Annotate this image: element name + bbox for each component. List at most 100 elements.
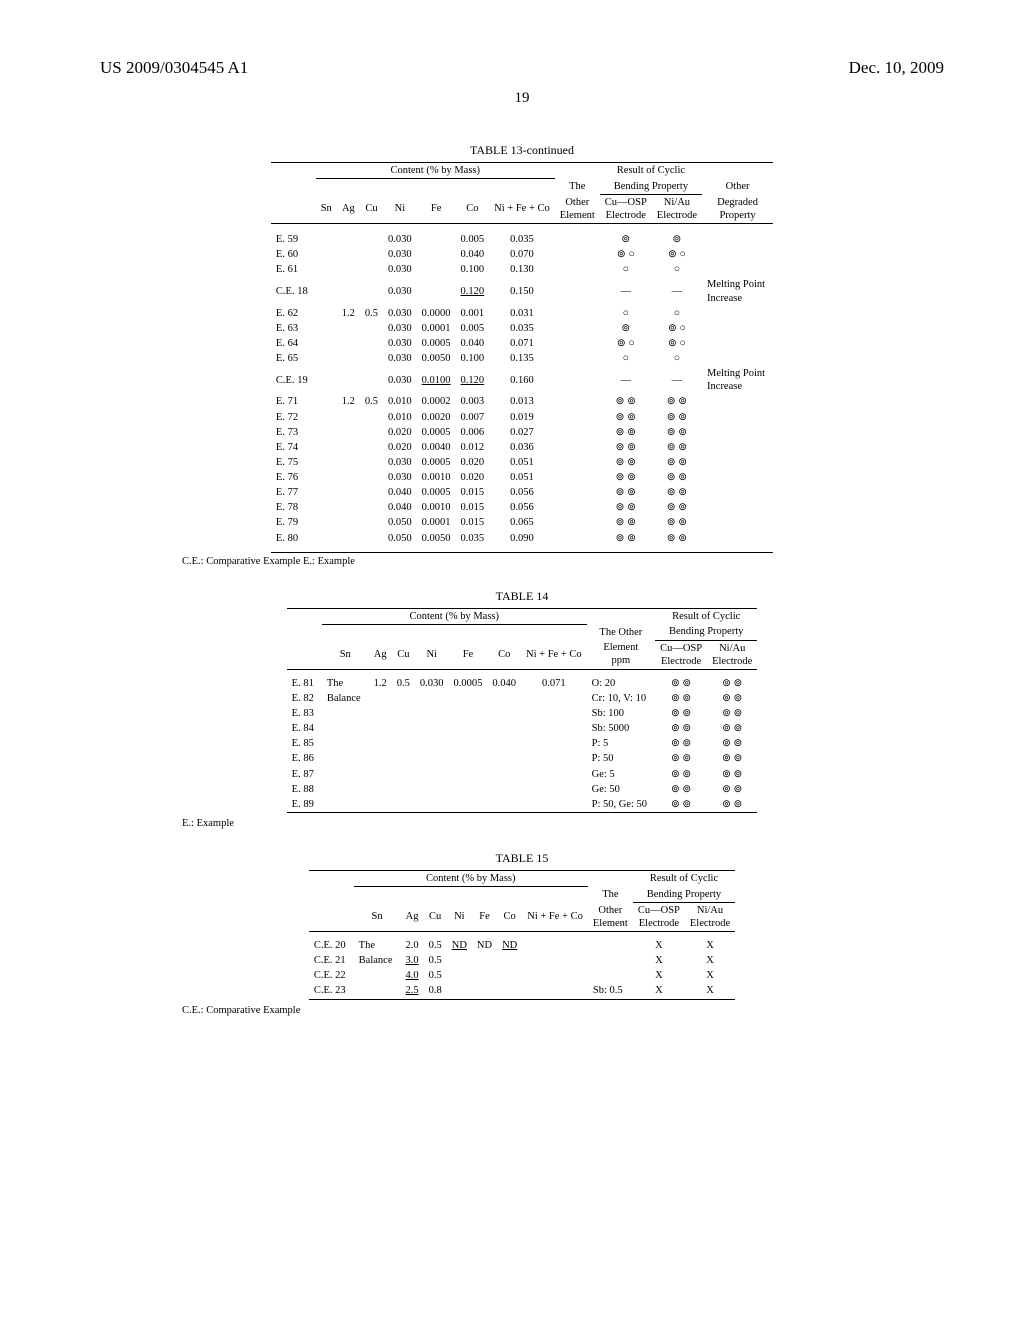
cell: ⊚ ○ (652, 247, 702, 262)
cell: Sb: 100 (587, 706, 655, 721)
group-result: Result of Cyclic (633, 871, 735, 887)
table-row: E. 720.0100.00200.0070.019⊚ ⊚⊚ ⊚ (271, 410, 773, 425)
cell: C.E. 21 (309, 953, 354, 968)
cell (360, 366, 383, 394)
cell (392, 721, 415, 736)
cell (415, 751, 449, 766)
cell: ○ (652, 306, 702, 321)
cell (360, 262, 383, 277)
cell: P: 50, Ge: 50 (587, 797, 655, 813)
cell: E. 79 (271, 515, 316, 530)
cell: E. 75 (271, 455, 316, 470)
cell: 0.030 (383, 366, 417, 394)
cell: 0.020 (456, 455, 490, 470)
cell: 0.5 (360, 306, 383, 321)
cell: — (652, 366, 702, 394)
cell (337, 531, 360, 546)
cell (392, 691, 415, 706)
cell (360, 336, 383, 351)
cell: 0.015 (456, 515, 490, 530)
cell: X (685, 968, 735, 983)
cell: Fe (449, 640, 488, 669)
cell: ⊚ ⊚ (600, 470, 652, 485)
table-row: C.E. 180.0300.1200.150——Melting PointInc… (271, 277, 773, 305)
cell: X (633, 938, 685, 953)
cell: 0.100 (456, 351, 490, 366)
cell: E. 80 (271, 531, 316, 546)
cell (316, 262, 337, 277)
cell: 0.040 (383, 500, 417, 515)
cell (360, 425, 383, 440)
cell (360, 232, 383, 247)
cell: E. 72 (271, 410, 316, 425)
cell (322, 706, 369, 721)
cell: P: 50 (587, 751, 655, 766)
cell: E. 63 (271, 321, 316, 336)
cell: ⊚ ⊚ (652, 394, 702, 409)
cell: E. 83 (287, 706, 322, 721)
table-row: C.E. 224.00.5XX (309, 968, 735, 983)
cell (449, 767, 488, 782)
doc-date: Dec. 10, 2009 (849, 58, 944, 78)
table14-caption: TABLE 14 (100, 589, 944, 604)
table-row: E. 82BalanceCr: 10, V: 10⊚ ⊚⊚ ⊚ (287, 691, 758, 706)
cell: The (322, 676, 369, 691)
cell: ○ (600, 262, 652, 277)
cell: 0.035 (456, 531, 490, 546)
cell (369, 782, 392, 797)
cell (360, 500, 383, 515)
cell: E. 78 (271, 500, 316, 515)
cell: 0.5 (424, 968, 447, 983)
group-result: Result of Cyclic (655, 608, 757, 624)
cell (449, 721, 488, 736)
cell (555, 366, 600, 394)
cell: 0.5 (360, 394, 383, 409)
cell (360, 515, 383, 530)
cell: ⊚ ⊚ (600, 425, 652, 440)
cell: 0.0050 (417, 531, 456, 546)
cell: ⊚ ⊚ (707, 797, 757, 813)
cell (702, 247, 773, 262)
cell (316, 336, 337, 351)
cell: Melting PointIncrease (702, 277, 773, 305)
cell: ⊚ ⊚ (600, 455, 652, 470)
cell (449, 782, 488, 797)
cell: 0.051 (489, 470, 555, 485)
cell: 0.030 (383, 247, 417, 262)
cell: Sb: 0.5 (588, 983, 633, 999)
cell: Ni/AuElectrode (685, 902, 735, 931)
cell: ⊚ (600, 232, 652, 247)
cell: P: 5 (587, 736, 655, 751)
cell: 0.090 (489, 531, 555, 546)
cell: ⊚ ⊚ (707, 782, 757, 797)
cell (392, 782, 415, 797)
cell: Ni (447, 902, 472, 931)
cell (360, 470, 383, 485)
cell (392, 706, 415, 721)
cell: E. 81 (287, 676, 322, 691)
cell (369, 767, 392, 782)
cell (369, 751, 392, 766)
cell (337, 351, 360, 366)
cell: 0.056 (489, 485, 555, 500)
table-row: E. 88Ge: 50⊚ ⊚⊚ ⊚ (287, 782, 758, 797)
cell: 0.027 (489, 425, 555, 440)
cell: Sn (322, 640, 369, 669)
cell: ⊚ ⊚ (707, 736, 757, 751)
cell (360, 277, 383, 305)
cell: X (685, 953, 735, 968)
cell (316, 485, 337, 500)
table-row: E. 800.0500.00500.0350.090⊚ ⊚⊚ ⊚ (271, 531, 773, 546)
cell: E. 89 (287, 797, 322, 813)
cell: ⊚ ⊚ (600, 485, 652, 500)
cell: 0.0005 (417, 425, 456, 440)
cell: Ni (383, 194, 417, 223)
cell: 0.015 (456, 485, 490, 500)
cell: ⊚ (652, 232, 702, 247)
cell (555, 455, 600, 470)
cell: X (633, 983, 685, 999)
cell (369, 706, 392, 721)
table14: Content (% by Mass)Result of CyclicThe O… (287, 608, 758, 815)
cell (487, 691, 521, 706)
cell (702, 336, 773, 351)
